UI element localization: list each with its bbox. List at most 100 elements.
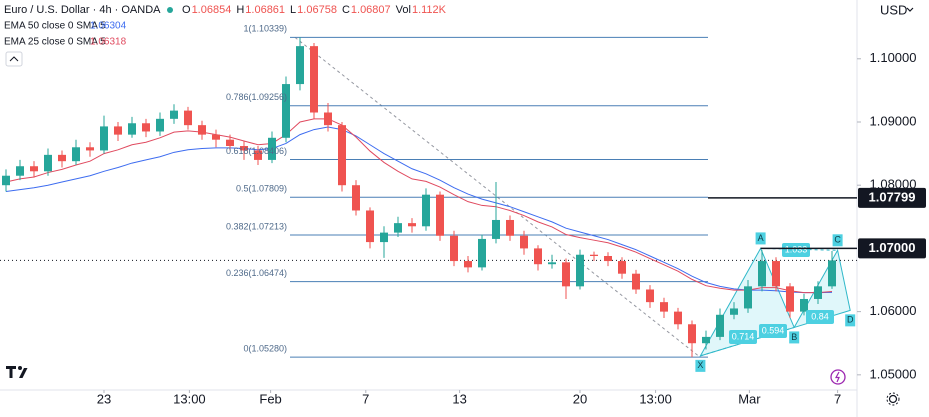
ohlc-value: 1.06861 bbox=[245, 4, 285, 16]
candle-body bbox=[702, 336, 710, 344]
candle-body bbox=[310, 46, 318, 113]
fib-label: 0.382(1.07213) bbox=[226, 221, 287, 231]
candle-body bbox=[296, 46, 304, 85]
fib-label: 0.786(1.09256) bbox=[226, 92, 287, 102]
candle-body bbox=[562, 262, 570, 287]
ratio-label: 1.033 bbox=[785, 244, 808, 254]
candle-body bbox=[44, 154, 52, 172]
pattern-point-label: X bbox=[697, 360, 703, 370]
candle-body bbox=[604, 255, 612, 262]
x-tick-label: 13:00 bbox=[173, 391, 206, 406]
candle-body bbox=[142, 123, 150, 132]
currency-dropdown[interactable] bbox=[906, 7, 914, 12]
candle-body bbox=[492, 219, 500, 239]
legend-name: EMA 50 close 0 SMA 5 bbox=[4, 21, 106, 32]
candle-body bbox=[632, 273, 640, 290]
x-tick-label: Mar bbox=[738, 391, 761, 406]
y-tick-label: 1.10000 bbox=[870, 50, 917, 65]
y-tick-label: 1.06000 bbox=[870, 303, 917, 318]
candle-body bbox=[2, 175, 10, 186]
ohlc-label: C bbox=[342, 4, 350, 16]
candle-body bbox=[366, 210, 374, 243]
candle-body bbox=[800, 298, 808, 312]
price-tag-label: 1.07799 bbox=[869, 189, 916, 204]
x-tick-label: Feb bbox=[259, 391, 281, 406]
candle-body bbox=[590, 254, 598, 256]
legend-value: 1.06318 bbox=[90, 37, 127, 48]
candle-body bbox=[814, 286, 822, 299]
ohlc-label: Vol bbox=[396, 4, 411, 16]
candle-body bbox=[16, 166, 24, 176]
candle-body bbox=[828, 260, 836, 287]
ohlc-label: O bbox=[182, 4, 191, 16]
candle-body bbox=[240, 146, 248, 151]
price-tag-label: 1.07000 bbox=[869, 240, 916, 255]
x-tick-label: 7 bbox=[834, 391, 841, 406]
candle-body bbox=[618, 261, 626, 274]
candle-body bbox=[744, 286, 752, 309]
ohlc-label: L bbox=[290, 4, 296, 16]
x-tick-label: 7 bbox=[362, 391, 369, 406]
candle-body bbox=[688, 324, 696, 344]
market-status bbox=[167, 7, 173, 13]
settings-icon[interactable] bbox=[886, 392, 900, 406]
fib-label: 0.618(1.08406) bbox=[226, 146, 287, 156]
candle-body bbox=[478, 238, 486, 268]
ohlc-label: H bbox=[236, 4, 244, 16]
ratio-label: 0.714 bbox=[732, 331, 755, 341]
replay-icon[interactable] bbox=[830, 369, 846, 385]
x-tick-label: 13:00 bbox=[639, 391, 672, 406]
legend-value: 1.06304 bbox=[90, 21, 127, 32]
candle-body bbox=[534, 248, 542, 265]
candle-body bbox=[100, 126, 108, 151]
fib-label: 0.236(1.06474) bbox=[226, 268, 287, 278]
candle-body bbox=[282, 84, 290, 138]
ohlc-value: 1.06854 bbox=[192, 4, 232, 16]
ratio-box bbox=[729, 330, 757, 344]
pattern-point-label: C bbox=[834, 235, 841, 245]
candle-body bbox=[170, 110, 178, 119]
y-tick-label: 1.08000 bbox=[870, 177, 917, 192]
price-tag-box bbox=[858, 187, 926, 208]
ratio-box bbox=[759, 324, 787, 338]
ratio-box bbox=[806, 310, 834, 324]
candle-body bbox=[436, 194, 444, 236]
ema-line bbox=[5, 118, 833, 294]
header: Euro / U.S. Dollar · 4h · OANDA bbox=[4, 4, 161, 16]
candle-body bbox=[184, 110, 192, 126]
pattern-point-label: A bbox=[758, 233, 764, 243]
candle-body bbox=[72, 147, 80, 162]
pattern-point-box bbox=[832, 234, 843, 247]
candle-body bbox=[58, 154, 66, 162]
candle-body bbox=[464, 261, 472, 268]
y-tick-label: 1.05000 bbox=[870, 366, 917, 381]
pattern-point-label: D bbox=[847, 315, 854, 325]
pattern-point-box bbox=[695, 359, 706, 372]
candle-body bbox=[380, 232, 388, 243]
ratio-label: 0.594 bbox=[762, 325, 785, 335]
ohlc-value: 1.06758 bbox=[297, 4, 337, 16]
fib-label: 1(1.10339) bbox=[243, 24, 287, 34]
candle-body bbox=[352, 185, 360, 211]
candle-body bbox=[450, 235, 458, 262]
plot bbox=[0, 36, 857, 358]
fib-label: 0.5(1.07809) bbox=[236, 184, 287, 194]
candle-body bbox=[198, 125, 206, 135]
ohlc-item: O1.06854 bbox=[182, 4, 231, 16]
candle-body bbox=[576, 254, 584, 287]
symbol-title: Euro / U.S. Dollar · 4h · OANDA bbox=[4, 4, 161, 16]
collapse-legend[interactable] bbox=[5, 51, 23, 67]
candle-body bbox=[786, 286, 794, 312]
candle-body bbox=[30, 166, 38, 172]
ratio-label: 0.84 bbox=[811, 311, 829, 321]
candle-body bbox=[520, 235, 528, 249]
x-tick-label: 20 bbox=[573, 391, 587, 406]
ohlc-value: 1.06807 bbox=[351, 4, 391, 16]
candle-body bbox=[674, 311, 682, 325]
candle-body bbox=[226, 139, 234, 147]
currency[interactable]: USD bbox=[880, 2, 907, 17]
candle-body bbox=[156, 118, 164, 132]
tradingview-logo bbox=[6, 366, 28, 378]
